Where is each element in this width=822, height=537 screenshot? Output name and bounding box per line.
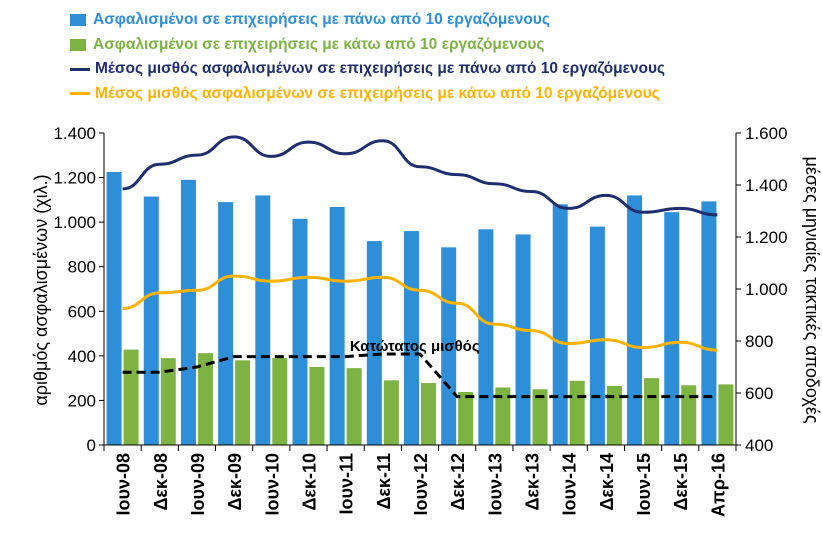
chart-legend: Ασφαλισμένοι σε επιχειρήσεις με πάνω από… bbox=[70, 8, 665, 106]
bar-under-10 bbox=[160, 358, 176, 445]
bar-over-10 bbox=[255, 195, 271, 445]
bar-under-10 bbox=[272, 358, 288, 445]
bar-over-10 bbox=[515, 234, 531, 445]
bar-under-10 bbox=[569, 380, 585, 445]
bar-over-10 bbox=[329, 206, 345, 445]
y2-tick-label: 1.600 bbox=[745, 124, 788, 143]
y-tick-label: 0 bbox=[87, 436, 96, 455]
y-axis-label: αριθμός ασφαλισμένων (χιλ.) bbox=[31, 174, 51, 405]
bar-under-10 bbox=[346, 368, 362, 445]
legend-swatch bbox=[70, 14, 86, 27]
y-tick-label: 1.200 bbox=[53, 169, 96, 188]
y-tick-label: 600 bbox=[68, 302, 96, 321]
bar-over-10 bbox=[552, 204, 568, 445]
x-tick-label: Δεκ-09 bbox=[225, 453, 245, 511]
legend-label: Μέσος μισθός ασφαλισμένων σε επιχειρήσει… bbox=[95, 84, 660, 102]
x-tick-label: Δεκ-14 bbox=[597, 453, 617, 511]
legend-label: Μέσος μισθός ασφαλισμένων σε επιχειρήσει… bbox=[95, 60, 666, 78]
line-wage-under-10 bbox=[122, 274, 718, 352]
x-tick-label: Ιουν-14 bbox=[560, 453, 580, 516]
bar-over-10 bbox=[180, 179, 196, 446]
legend-item: Μέσος μισθός ασφαλισμένων σε επιχειρήσει… bbox=[70, 57, 665, 82]
bar-under-10 bbox=[718, 384, 734, 445]
bar-under-10 bbox=[421, 383, 436, 445]
bar-under-10 bbox=[235, 360, 251, 445]
bar-over-10 bbox=[143, 196, 159, 445]
bar-under-10 bbox=[681, 385, 697, 445]
y2-tick-label: 400 bbox=[745, 436, 773, 455]
y-tick-label: 200 bbox=[68, 391, 96, 410]
bar-over-10 bbox=[218, 202, 234, 445]
x-tick-label: Δεκ-08 bbox=[151, 453, 171, 511]
y-tick-label: 800 bbox=[68, 258, 96, 277]
bar-under-10 bbox=[606, 385, 622, 445]
x-tick-label: Δεκ-11 bbox=[374, 453, 394, 510]
x-tick-label: Απρ-16 bbox=[708, 453, 728, 517]
x-tick-label: Ιουν-12 bbox=[411, 453, 431, 516]
x-tick-label: Ιουν-13 bbox=[485, 453, 505, 516]
bar-over-10 bbox=[589, 226, 605, 445]
legend-item: Ασφαλισμένοι σε επιχειρήσεις με πάνω από… bbox=[70, 8, 665, 33]
x-tick-label: Ιουν-15 bbox=[634, 453, 654, 516]
y2-tick-label: 600 bbox=[745, 384, 773, 403]
line-minimum-wage bbox=[122, 352, 718, 399]
y2-axis-label: μέσες μηνιαίες τακτικές αποδοχές bbox=[802, 156, 822, 423]
y-tick-label: 400 bbox=[68, 347, 96, 366]
y2-tick-label: 1.000 bbox=[745, 280, 788, 299]
legend-label: Ασφαλισμένοι σε επιχειρήσεις με πάνω από… bbox=[93, 11, 550, 29]
legend-swatch bbox=[70, 38, 86, 51]
bar-over-10 bbox=[664, 212, 680, 445]
bar-over-10 bbox=[404, 231, 419, 445]
x-tick-label: Δεκ-15 bbox=[671, 453, 691, 511]
bar-under-10 bbox=[495, 387, 511, 445]
bar-over-10 bbox=[627, 195, 643, 445]
y-tick-label: 1.000 bbox=[53, 213, 96, 232]
x-tick-label: Δεκ-13 bbox=[523, 453, 543, 511]
bar-under-10 bbox=[383, 380, 399, 445]
x-tick-label: Ιουν-08 bbox=[114, 453, 134, 516]
x-tick-label: Ιουν-09 bbox=[188, 453, 208, 516]
bar-under-10 bbox=[123, 349, 139, 445]
bar-over-10 bbox=[478, 229, 494, 445]
annotation-minimum-wage: Κατώτατος μισθός bbox=[350, 338, 480, 355]
x-tick-label: Ιουν-10 bbox=[262, 453, 282, 516]
x-tick-label: Ιουν-11 bbox=[337, 453, 357, 515]
y2-tick-label: 1.400 bbox=[745, 176, 788, 195]
y2-tick-label: 1.200 bbox=[745, 228, 788, 247]
bar-under-10 bbox=[309, 367, 325, 445]
bar-over-10 bbox=[701, 201, 717, 445]
y2-tick-label: 800 bbox=[745, 332, 773, 351]
bar-under-10 bbox=[458, 391, 474, 445]
bar-over-10 bbox=[106, 172, 122, 445]
bar-over-10 bbox=[366, 241, 382, 445]
y-tick-label: 1.400 bbox=[53, 124, 96, 143]
line-wage-over-10 bbox=[122, 135, 718, 217]
legend-item: Μέσος μισθός ασφαλισμένων σε επιχειρήσει… bbox=[70, 82, 665, 107]
legend-swatch bbox=[70, 92, 90, 96]
bar-over-10 bbox=[292, 218, 308, 445]
x-tick-label: Δεκ-12 bbox=[448, 453, 468, 511]
legend-label: Ασφαλισμένοι σε επιχειρήσεις με κάτω από… bbox=[93, 35, 545, 53]
bar-under-10 bbox=[644, 378, 660, 445]
legend-swatch bbox=[70, 67, 90, 71]
bar-under-10 bbox=[532, 389, 548, 445]
x-tick-label: Δεκ-10 bbox=[299, 453, 319, 511]
bar-under-10 bbox=[197, 353, 213, 445]
bar-over-10 bbox=[441, 247, 457, 445]
legend-item: Ασφαλισμένοι σε επιχειρήσεις με κάτω από… bbox=[70, 33, 665, 58]
